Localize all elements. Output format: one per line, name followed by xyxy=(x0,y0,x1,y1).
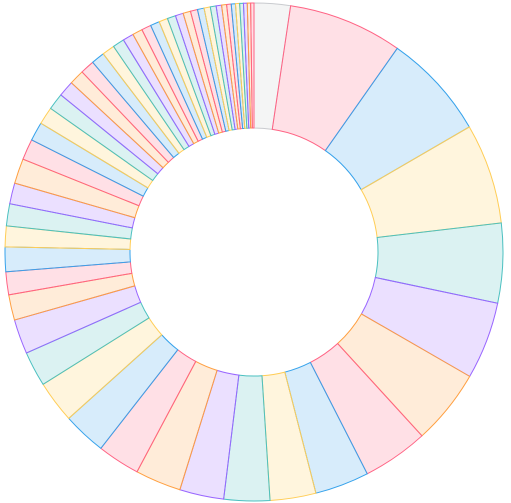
doughnut-slice xyxy=(250,2,255,129)
